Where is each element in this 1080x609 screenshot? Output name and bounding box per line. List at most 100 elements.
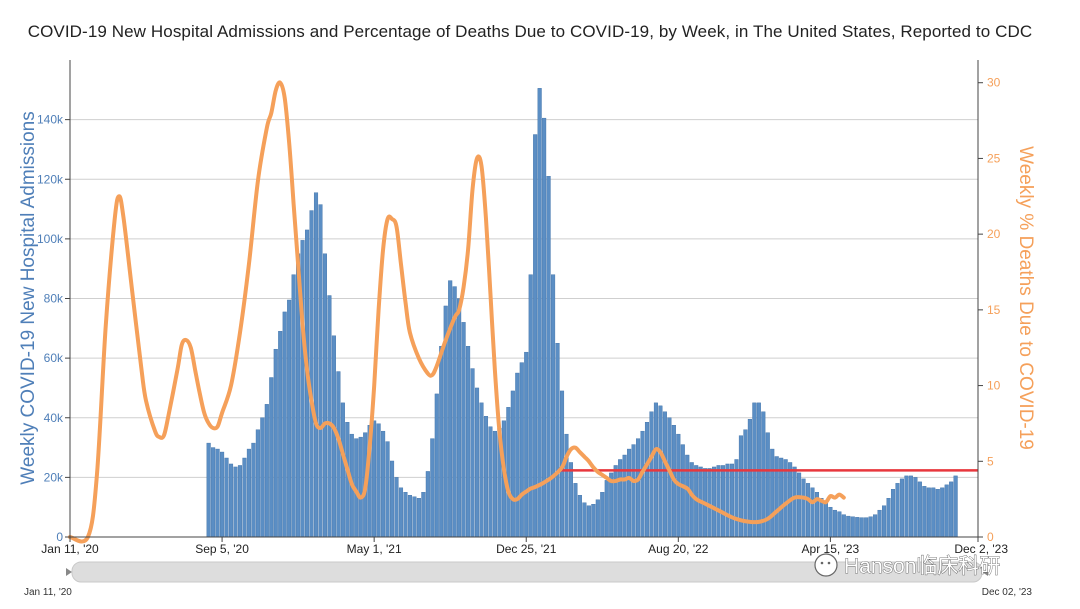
admission-bar[interactable] bbox=[914, 477, 918, 537]
admission-bar[interactable] bbox=[802, 479, 806, 537]
admission-bar[interactable] bbox=[641, 431, 645, 537]
admission-bar[interactable] bbox=[430, 439, 434, 537]
admission-bar[interactable] bbox=[538, 88, 542, 537]
admission-bar[interactable] bbox=[457, 299, 461, 538]
admission-bar[interactable] bbox=[900, 479, 904, 537]
admission-bar[interactable] bbox=[211, 448, 215, 537]
admission-bar[interactable] bbox=[399, 488, 403, 537]
admission-bar[interactable] bbox=[287, 300, 291, 537]
admission-bar[interactable] bbox=[605, 480, 609, 537]
admission-bar[interactable] bbox=[381, 431, 385, 537]
admission-bar[interactable] bbox=[229, 464, 233, 537]
admission-bar[interactable] bbox=[225, 458, 229, 537]
admission-bar[interactable] bbox=[931, 488, 935, 537]
range-slider-left-handle-icon[interactable] bbox=[66, 568, 72, 576]
admission-bar[interactable] bbox=[578, 495, 582, 537]
admission-bar[interactable] bbox=[484, 416, 488, 537]
admission-bar[interactable] bbox=[905, 476, 909, 537]
admission-bar[interactable] bbox=[314, 193, 318, 537]
admission-bar[interactable] bbox=[439, 346, 443, 537]
admission-bar[interactable] bbox=[632, 445, 636, 537]
admission-bar[interactable] bbox=[583, 503, 587, 537]
admission-bar[interactable] bbox=[600, 492, 604, 537]
admission-bar[interactable] bbox=[471, 369, 475, 537]
admission-bar[interactable] bbox=[511, 391, 515, 537]
admission-bar[interactable] bbox=[887, 498, 891, 537]
admission-bar[interactable] bbox=[515, 373, 519, 537]
admission-bar[interactable] bbox=[775, 457, 779, 537]
admission-bar[interactable] bbox=[283, 312, 287, 537]
admission-bar[interactable] bbox=[842, 515, 846, 537]
admission-bar[interactable] bbox=[319, 205, 323, 537]
admission-bar[interactable] bbox=[386, 442, 390, 537]
admission-bar[interactable] bbox=[243, 458, 247, 537]
admission-bar[interactable] bbox=[811, 488, 815, 537]
admission-bar[interactable] bbox=[954, 476, 958, 537]
admission-bar[interactable] bbox=[824, 503, 828, 537]
admission-bar[interactable] bbox=[507, 407, 511, 537]
admission-bar[interactable] bbox=[448, 281, 452, 537]
admission-bar[interactable] bbox=[462, 322, 466, 537]
admission-bar[interactable] bbox=[927, 488, 931, 537]
admission-bar[interactable] bbox=[708, 468, 712, 537]
admission-bar[interactable] bbox=[748, 419, 752, 537]
admission-bar[interactable] bbox=[292, 275, 296, 537]
admission-bar[interactable] bbox=[940, 488, 944, 537]
admission-bar[interactable] bbox=[820, 498, 824, 537]
admission-bar[interactable] bbox=[247, 449, 251, 537]
admission-bar[interactable] bbox=[238, 465, 242, 537]
admission-bar[interactable] bbox=[869, 517, 873, 537]
admission-bar[interactable] bbox=[770, 449, 774, 537]
admission-bar[interactable] bbox=[726, 464, 730, 537]
admission-bar[interactable] bbox=[614, 465, 618, 537]
admission-bar[interactable] bbox=[587, 506, 591, 537]
admission-bar[interactable] bbox=[359, 437, 363, 537]
admission-bar[interactable] bbox=[252, 443, 256, 537]
admission-bar[interactable] bbox=[864, 518, 868, 537]
admission-bar[interactable] bbox=[574, 483, 578, 537]
admission-bar[interactable] bbox=[278, 331, 282, 537]
admission-bar[interactable] bbox=[793, 467, 797, 537]
admission-bar[interactable] bbox=[690, 462, 694, 537]
admission-bar[interactable] bbox=[404, 492, 408, 537]
admission-bar[interactable] bbox=[341, 403, 345, 537]
admission-bar[interactable] bbox=[310, 211, 314, 537]
admission-bar[interactable] bbox=[896, 483, 900, 537]
admission-bar[interactable] bbox=[681, 445, 685, 537]
admission-bar[interactable] bbox=[891, 489, 895, 537]
admission-bar[interactable] bbox=[851, 517, 855, 537]
admission-bar[interactable] bbox=[838, 512, 842, 537]
admission-bar[interactable] bbox=[475, 388, 479, 537]
admission-bar[interactable] bbox=[524, 352, 528, 537]
admission-bar[interactable] bbox=[565, 434, 569, 537]
admission-bar[interactable] bbox=[922, 486, 926, 537]
admission-bar[interactable] bbox=[846, 516, 850, 537]
admission-bar[interactable] bbox=[627, 449, 631, 537]
admission-bar[interactable] bbox=[337, 372, 341, 537]
admission-bar[interactable] bbox=[663, 412, 667, 537]
admission-bar[interactable] bbox=[551, 275, 555, 537]
admission-bar[interactable] bbox=[220, 452, 224, 537]
admission-bar[interactable] bbox=[712, 467, 716, 537]
admission-bar[interactable] bbox=[274, 349, 278, 537]
admission-bar[interactable] bbox=[328, 296, 332, 537]
admission-bar[interactable] bbox=[829, 507, 833, 537]
admission-bar[interactable] bbox=[833, 510, 837, 537]
admission-bar[interactable] bbox=[569, 462, 573, 537]
admission-bar[interactable] bbox=[909, 476, 913, 537]
admission-bar[interactable] bbox=[332, 336, 336, 537]
admission-bar[interactable] bbox=[265, 404, 269, 537]
admission-bar[interactable] bbox=[721, 465, 725, 537]
admission-bar[interactable] bbox=[918, 482, 922, 537]
admission-bar[interactable] bbox=[533, 135, 537, 537]
admission-bar[interactable] bbox=[591, 504, 595, 537]
admission-bar[interactable] bbox=[878, 510, 882, 537]
admission-bar[interactable] bbox=[949, 482, 953, 537]
admission-bar[interactable] bbox=[936, 489, 940, 537]
admission-bar[interactable] bbox=[426, 471, 430, 537]
admission-bar[interactable] bbox=[730, 464, 734, 537]
admission-bar[interactable] bbox=[685, 455, 689, 537]
admission-bar[interactable] bbox=[882, 506, 886, 537]
admission-bar[interactable] bbox=[216, 449, 220, 537]
admission-bar[interactable] bbox=[390, 461, 394, 537]
